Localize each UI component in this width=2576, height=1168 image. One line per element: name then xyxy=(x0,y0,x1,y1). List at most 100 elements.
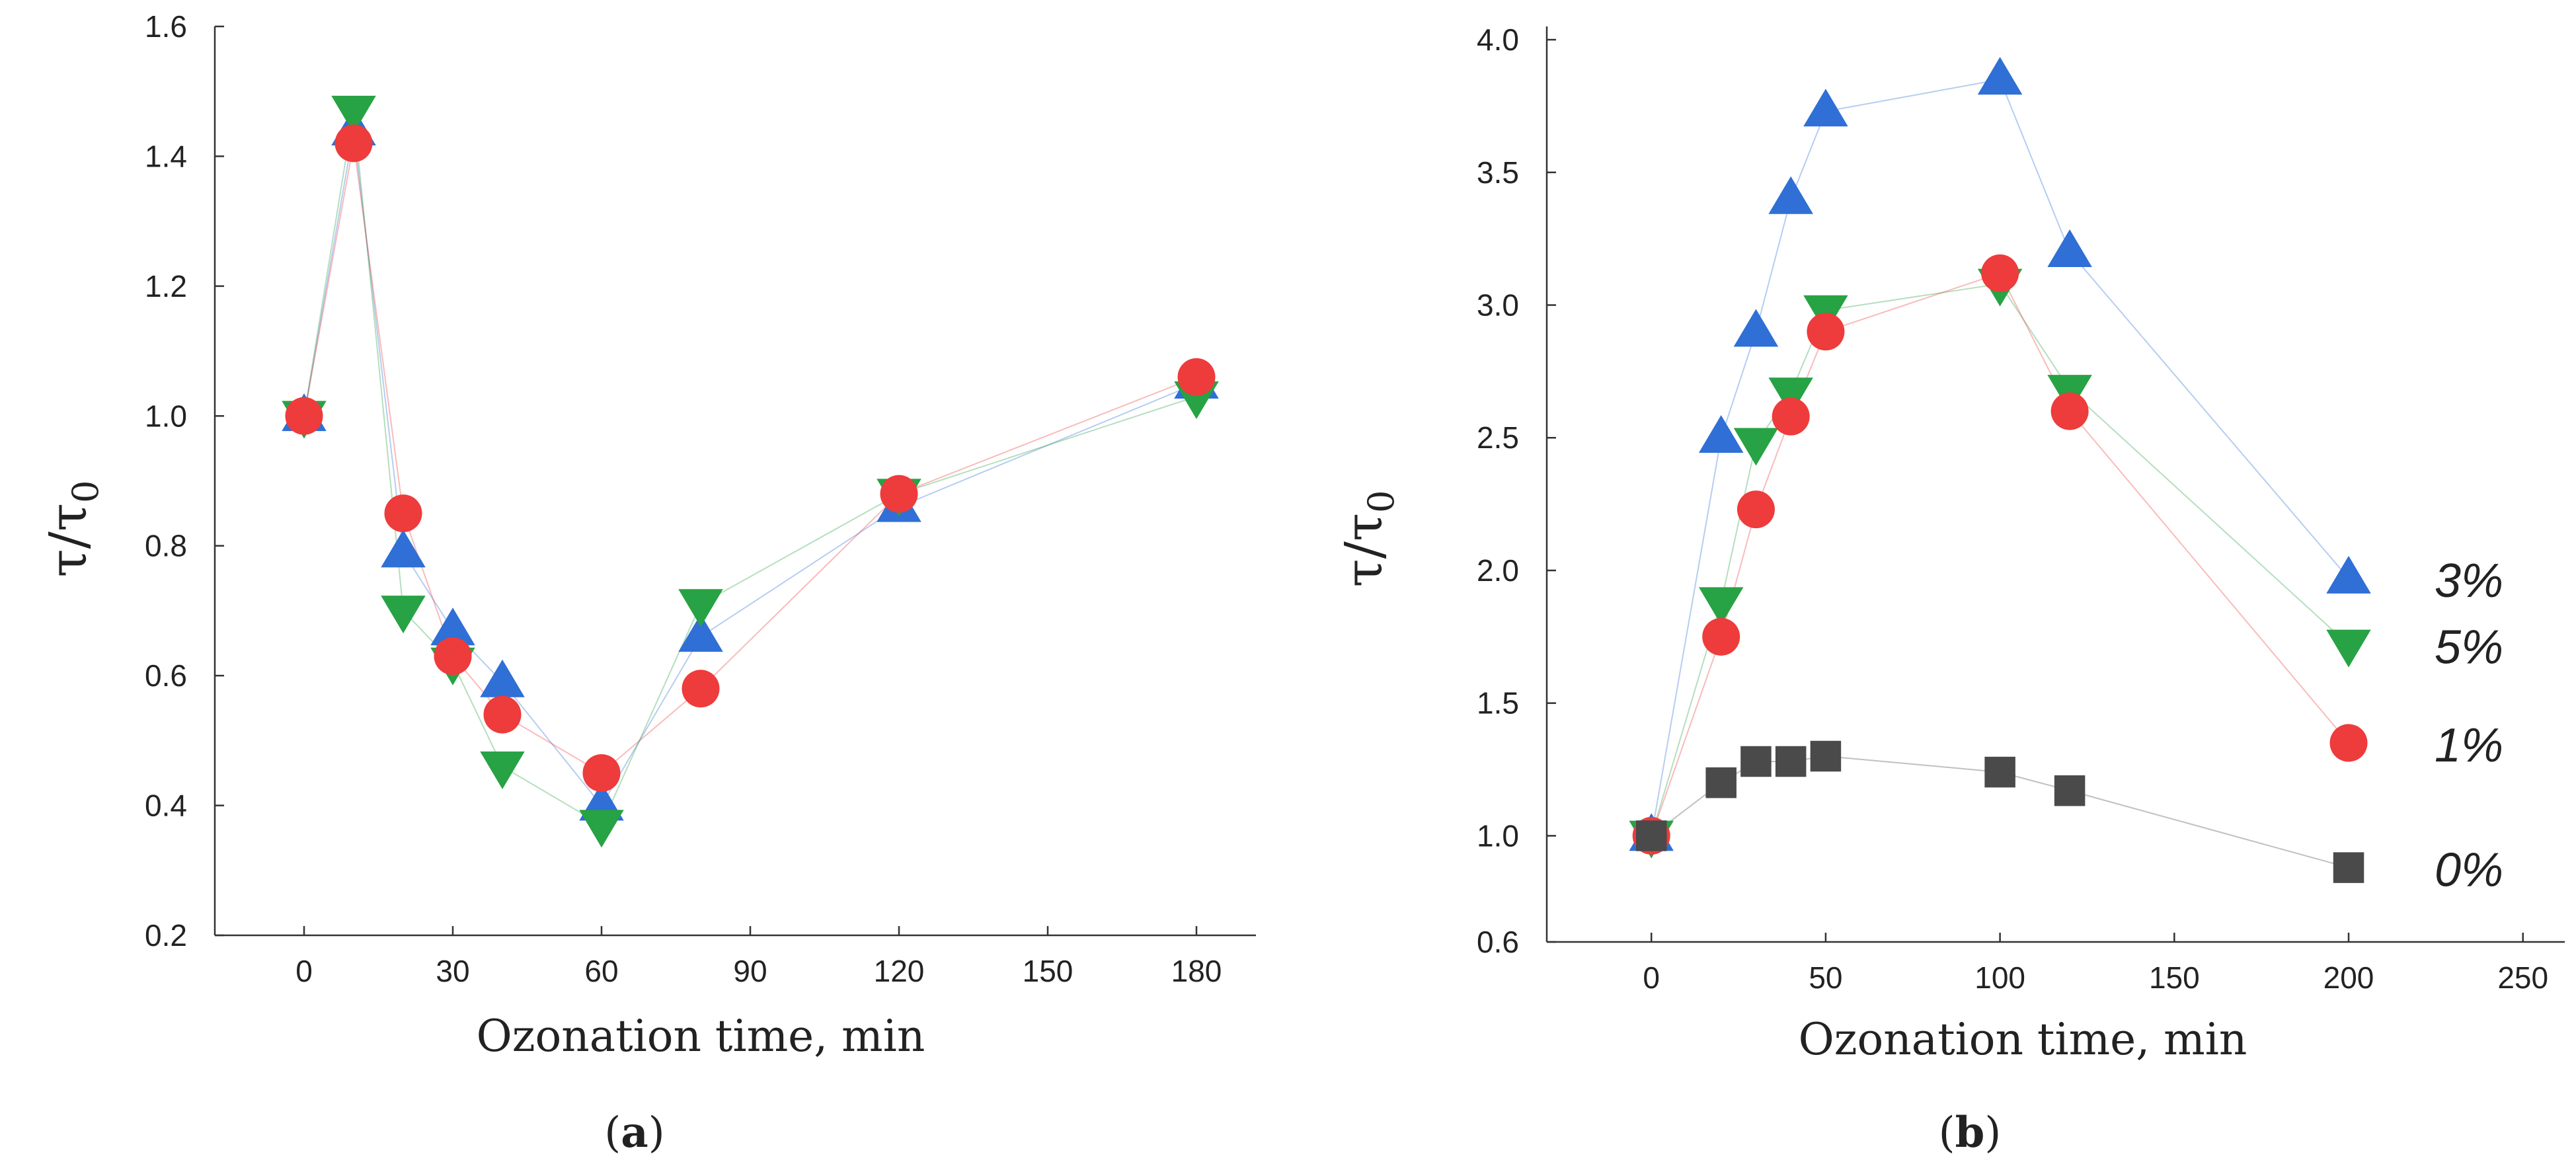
chart-a-x-axis-title: Ozonation time, min xyxy=(477,1011,925,1062)
chart-b-legend: 3% 5% 1% 0% xyxy=(2435,555,2503,897)
chart-b-series-3-point xyxy=(1635,820,1667,851)
chart-a-x-tick-label: 90 xyxy=(733,954,767,988)
chart-b-series-0-point xyxy=(1768,176,1813,214)
chart-a-series-2-point xyxy=(334,124,373,163)
chart-a-series-0-point xyxy=(381,529,426,568)
chart-a-series-2-point xyxy=(483,695,522,734)
chart-b-series-3-point xyxy=(2054,775,2086,806)
chart-a-series-2-line xyxy=(303,143,1197,774)
chart-b-series-3-point xyxy=(1984,756,2015,788)
chart-a-series-2-point xyxy=(285,397,323,435)
chart-b-y-axis-title: τ/τ0 xyxy=(1335,490,1402,588)
chart-b-y-tick-label: 1.0 xyxy=(1477,818,1519,853)
chart-b-series-2-point xyxy=(2329,724,2368,762)
chart-b-x-tick-label: 100 xyxy=(1974,960,2025,995)
chart-b-panel-label: (b) xyxy=(1939,1108,2002,1157)
chart-b-series-3-point xyxy=(1705,767,1737,798)
chart-b-series-2-point xyxy=(1772,397,1810,436)
chart-a-data-marks xyxy=(282,95,1219,848)
chart-a-series-lines xyxy=(303,110,1197,826)
chart-b-series-2-point xyxy=(1981,254,2019,292)
chart-a-series-0-point xyxy=(678,614,723,652)
chart-b-series-2-point xyxy=(1737,490,1775,529)
chart-b-series-0-point xyxy=(2047,229,2092,268)
chart-a-series-0-point xyxy=(480,659,525,697)
chart-a-axes: 0.2 0.4 0.6 0.8 1.0 1.2 1.4 1.6 0 30 60 90 120 150 180 xyxy=(145,9,1256,988)
chart-b-y-tick-label: 1.5 xyxy=(1477,686,1519,720)
chart-b-axes: 0.6 1.0 1.5 2.0 2.5 3.0 3.5 4.0 0 50 100 150 200 250 xyxy=(1477,22,2565,995)
chart-b-series-3-point xyxy=(1775,746,1807,777)
chart-a-series-1-point xyxy=(678,589,723,627)
chart-a-series-2-point xyxy=(582,754,621,792)
chart-b-x-tick-label: 150 xyxy=(2149,960,2200,995)
chart-b-y-tick-label: 2.0 xyxy=(1477,553,1519,588)
chart-a-series-1-point xyxy=(480,751,525,789)
chart-b-series-2-point xyxy=(2050,392,2089,430)
chart-b-series-1-point xyxy=(1768,377,1813,416)
chart-b-x-tick-label: 0 xyxy=(1643,960,1660,995)
chart-b-series-0-point xyxy=(2326,555,2371,594)
chart-b-x-tick-label: 50 xyxy=(1809,960,1842,995)
chart-b-series-1-point xyxy=(2326,629,2371,668)
chart-b-series-3-point xyxy=(2333,852,2364,883)
chart-b-series-0-point xyxy=(1733,309,1779,347)
chart-b-x-axis-title: Ozonation time, min xyxy=(1799,1014,2247,1065)
chart-b-series-3-point xyxy=(1810,740,1842,772)
chart-b-y-axis-title-sub: 0 xyxy=(1360,490,1402,513)
chart-b-legend-label: 3% xyxy=(2435,555,2503,607)
chart-b-data-marks xyxy=(1629,57,2371,883)
chart-b-series-3-point xyxy=(1740,746,1772,777)
chart-a-series-1-line xyxy=(303,110,1197,826)
chart-a-series-2-point xyxy=(384,494,422,533)
chart-b-panel-letter: b xyxy=(1955,1108,1985,1157)
chart-a-x-tick-label: 120 xyxy=(874,954,925,988)
chart-a-series-2-point xyxy=(880,475,918,513)
chart-b-series-0-line xyxy=(1651,79,2349,836)
chart-a-series-2-point xyxy=(682,670,720,708)
chart-a-series-1-point xyxy=(381,596,426,634)
chart-a-y-axis-title-main: τ/τ xyxy=(39,503,98,578)
chart-b-series-2-point xyxy=(1702,617,1740,656)
chart-b-y-tick-label: 3.5 xyxy=(1477,155,1519,190)
chart-b-y-axis-title-main: τ/τ xyxy=(1335,513,1394,588)
chart-b-series-1-point xyxy=(1698,587,1744,625)
chart-a-y-tick-label: 0.6 xyxy=(145,658,187,693)
chart-a-x-tick-label: 0 xyxy=(295,954,313,988)
chart-a-y-tick-label: 1.4 xyxy=(145,139,187,173)
chart-b-series-2-point xyxy=(1807,313,1845,351)
chart-a-panel-label: (a) xyxy=(604,1108,664,1157)
chart-b-x-tick-label: 200 xyxy=(2323,960,2374,995)
chart-b-legend-label: 0% xyxy=(2435,844,2503,897)
chart-b-y-tick-label: 2.5 xyxy=(1477,420,1519,455)
chart-a: 0.2 0.4 0.6 0.8 1.0 1.2 1.4 1.6 0 30 60 90 120 150 180… xyxy=(39,9,1256,1157)
chart-a-y-tick-label: 0.4 xyxy=(145,789,187,823)
chart-a-y-axis-title: τ/τ0 xyxy=(39,481,106,578)
chart-b-series-0-point xyxy=(1698,415,1744,453)
chart-b-y-tick-label: 4.0 xyxy=(1477,22,1519,57)
chart-b-series-0-point xyxy=(1977,57,2023,95)
chart-a-y-tick-label: 0.2 xyxy=(145,918,187,953)
chart-b-y-tick-label: 3.0 xyxy=(1477,288,1519,323)
chart-a-series-0-point xyxy=(430,607,475,646)
chart-a-panel-letter: a xyxy=(621,1108,648,1157)
chart-a-y-tick-label: 1.6 xyxy=(145,9,187,44)
chart-b-legend-label: 5% xyxy=(2435,621,2503,674)
chart-b-series-1-line xyxy=(1651,283,2349,836)
chart-a-series-1-point xyxy=(331,95,376,134)
chart-a-x-tick-label: 30 xyxy=(436,954,469,988)
chart-b-series-0-point xyxy=(1803,89,1848,127)
chart-b-x-tick-label: 250 xyxy=(2497,960,2548,995)
chart-a-series-2-point xyxy=(434,637,472,676)
chart-b: 0.61.01.52.02.53.03.54.00 50 100 150 200 250 … xyxy=(1335,22,2565,1157)
chart-a-series-2-point xyxy=(1177,358,1216,396)
chart-a-x-tick-label: 60 xyxy=(584,954,618,988)
chart-a-y-tick-label: 0.8 xyxy=(145,529,187,563)
chart-a-x-tick-label: 180 xyxy=(1171,954,1222,988)
chart-b-y-tick-label: 0.6 xyxy=(1477,925,1519,959)
chart-a-y-axis-title-sub: 0 xyxy=(65,481,106,503)
chart-a-x-tick-label: 150 xyxy=(1023,954,1073,988)
chart-b-legend-label: 1% xyxy=(2435,719,2503,772)
chart-a-series-0-line xyxy=(303,130,1197,807)
chart-a-series-1-point xyxy=(579,810,624,848)
